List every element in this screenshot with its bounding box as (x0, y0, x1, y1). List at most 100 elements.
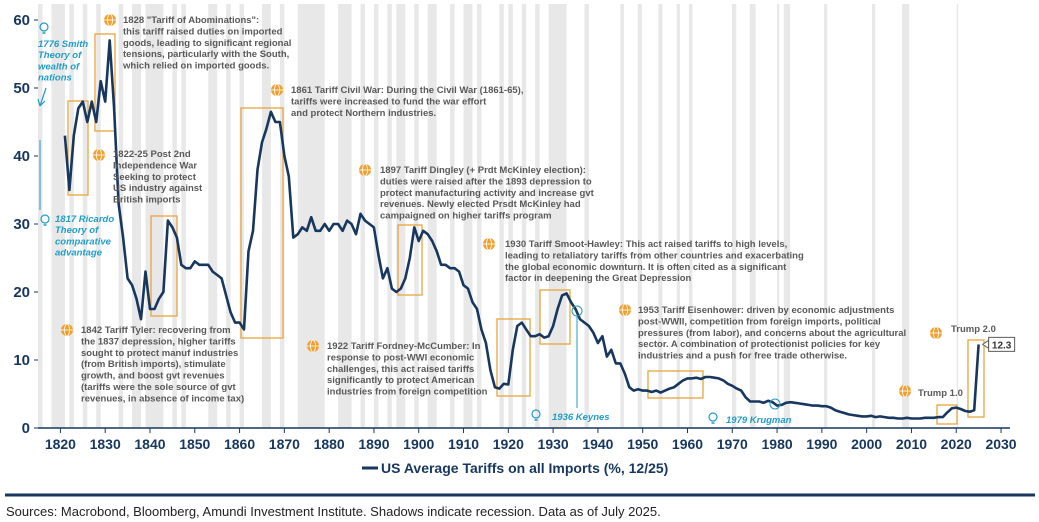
highlight-box (67, 100, 89, 196)
note-marker (769, 398, 781, 410)
annotation-line: goods, leading to significant regional (123, 38, 291, 49)
recession-band (688, 4, 693, 428)
bulb-icon (531, 409, 541, 421)
annotation-line: advantage (55, 248, 103, 259)
y-tick-label: 50 (13, 80, 30, 97)
recession-band (463, 4, 473, 428)
recession-band (521, 4, 527, 428)
annotation-line: 1936 Keynes (552, 412, 610, 423)
recession-band (261, 4, 271, 428)
x-tick-label: 1990 (806, 436, 837, 452)
bulb (40, 214, 50, 224)
y-tick-label: 0 (22, 420, 30, 437)
annotation-line: nations (38, 73, 72, 84)
recession-band (414, 4, 419, 428)
x-tick-label: 1890 (358, 436, 389, 452)
annotation-line: pressures (from labor), and concerns abo… (638, 328, 906, 339)
x-tick-label: 1970 (717, 436, 748, 452)
x-tick-label: 1870 (269, 436, 300, 452)
x-tick-label: 1830 (90, 436, 121, 452)
annotation-line: US industry against (113, 183, 203, 194)
bulb (531, 409, 541, 419)
annotation-line: Theory of (38, 50, 82, 61)
recession-band (476, 4, 482, 428)
globe-icon (307, 339, 319, 353)
note-arrow (37, 87, 47, 107)
annotation-line: which relied on imported goods. (122, 61, 269, 72)
x-tick-label: 2000 (851, 436, 882, 452)
recession-band (777, 4, 780, 428)
recession-band (96, 4, 101, 428)
highlight-box (397, 224, 423, 296)
annotation-line: Theory of (55, 225, 99, 236)
annotation-line: British imports (113, 195, 181, 206)
annotation-line: sector. A combination of protectionist p… (638, 339, 881, 350)
globe-icon (359, 163, 371, 177)
y-tick-label: 20 (13, 284, 30, 301)
recession-band (51, 4, 65, 428)
annotation-line: and protect Northern industries. (291, 108, 436, 119)
recession-band (132, 4, 142, 428)
recession-band (783, 4, 791, 428)
recession-band (499, 4, 504, 428)
y-tick-label: 30 (13, 216, 30, 233)
highlight-box (496, 318, 531, 397)
x-tick-label: 1940 (582, 436, 613, 452)
annotation-line: significantly to protect American (327, 375, 475, 386)
annotation-line: 1817 Ricardo (55, 214, 114, 225)
x-tick-label: 1860 (224, 436, 255, 452)
annotation-line: 1842 Tariff Tyler: recovering from (81, 325, 231, 336)
value-label: 12.3 (992, 340, 1012, 351)
footer: Sources: Macrobond, Bloomberg, Amundi In… (6, 504, 661, 519)
annotation-line: 1979 Krugman (726, 415, 792, 426)
annotation-line: 1897 Tariff Dingley (+ Prdt McKinley ele… (380, 165, 586, 176)
recession-band (396, 4, 406, 428)
highlight-box (936, 404, 958, 425)
annotation-line: Trump 2.0 (951, 324, 996, 335)
annotation-line: revenues, in absence of income tax) (81, 393, 244, 404)
highlight-box (539, 289, 571, 345)
annotation-line: comparative (55, 236, 112, 247)
annotation-line: wealth of (38, 61, 80, 72)
recession-band (535, 4, 540, 428)
bulb (39, 22, 49, 32)
x-tick-label: 1850 (179, 436, 210, 452)
x-tick-label: 1820 (45, 436, 76, 452)
bulb-icon (40, 214, 50, 226)
y-tick-label: 60 (13, 12, 30, 29)
annotation-line: Independence War (113, 160, 197, 171)
annotation-line: growth, and boost gvt revenues (81, 371, 225, 382)
x-tick-label: 1960 (672, 436, 703, 452)
x-tick-label: 1950 (627, 436, 658, 452)
recession-band (658, 4, 663, 428)
globe-icon (483, 237, 495, 251)
globe-icon (93, 148, 105, 162)
annotation-line: (tariffs were the sole source of gvt (81, 382, 237, 393)
x-tick-label: 1880 (314, 436, 345, 452)
recession-band (279, 4, 285, 428)
annotation-line: revenues. Newly elected Prsdt McKinley h… (380, 199, 581, 210)
highlight-box (150, 215, 178, 317)
bulb-icon (39, 22, 49, 34)
recession-band (450, 4, 455, 428)
recession-band (872, 4, 876, 428)
x-tick-label: 1930 (538, 436, 569, 452)
recession-band (620, 4, 624, 428)
globe-icon (104, 13, 116, 27)
annotation-line: 1930 Tariff Smoot-Hawley: This act raise… (505, 239, 787, 250)
y-tick-label: 10 (13, 352, 30, 369)
annotation-line: sought to protect manuf industries (81, 348, 238, 359)
annotation-line: 1822-25 Post 2nd (113, 149, 191, 160)
recession-band (338, 4, 352, 428)
annotation-line: the global economic downturn. It is ofte… (505, 262, 787, 273)
recession-band (824, 4, 828, 428)
annotation-line: 1776 Smith (38, 39, 88, 50)
highlight-box (967, 339, 985, 418)
x-tick-label: 1900 (403, 436, 434, 452)
annotation-line: 1922 Tariff Fordney-McCumber: In (327, 341, 481, 352)
globe-icon (930, 326, 942, 340)
recession-band (956, 4, 959, 428)
recession-band (82, 4, 88, 428)
recession-band (69, 4, 74, 428)
